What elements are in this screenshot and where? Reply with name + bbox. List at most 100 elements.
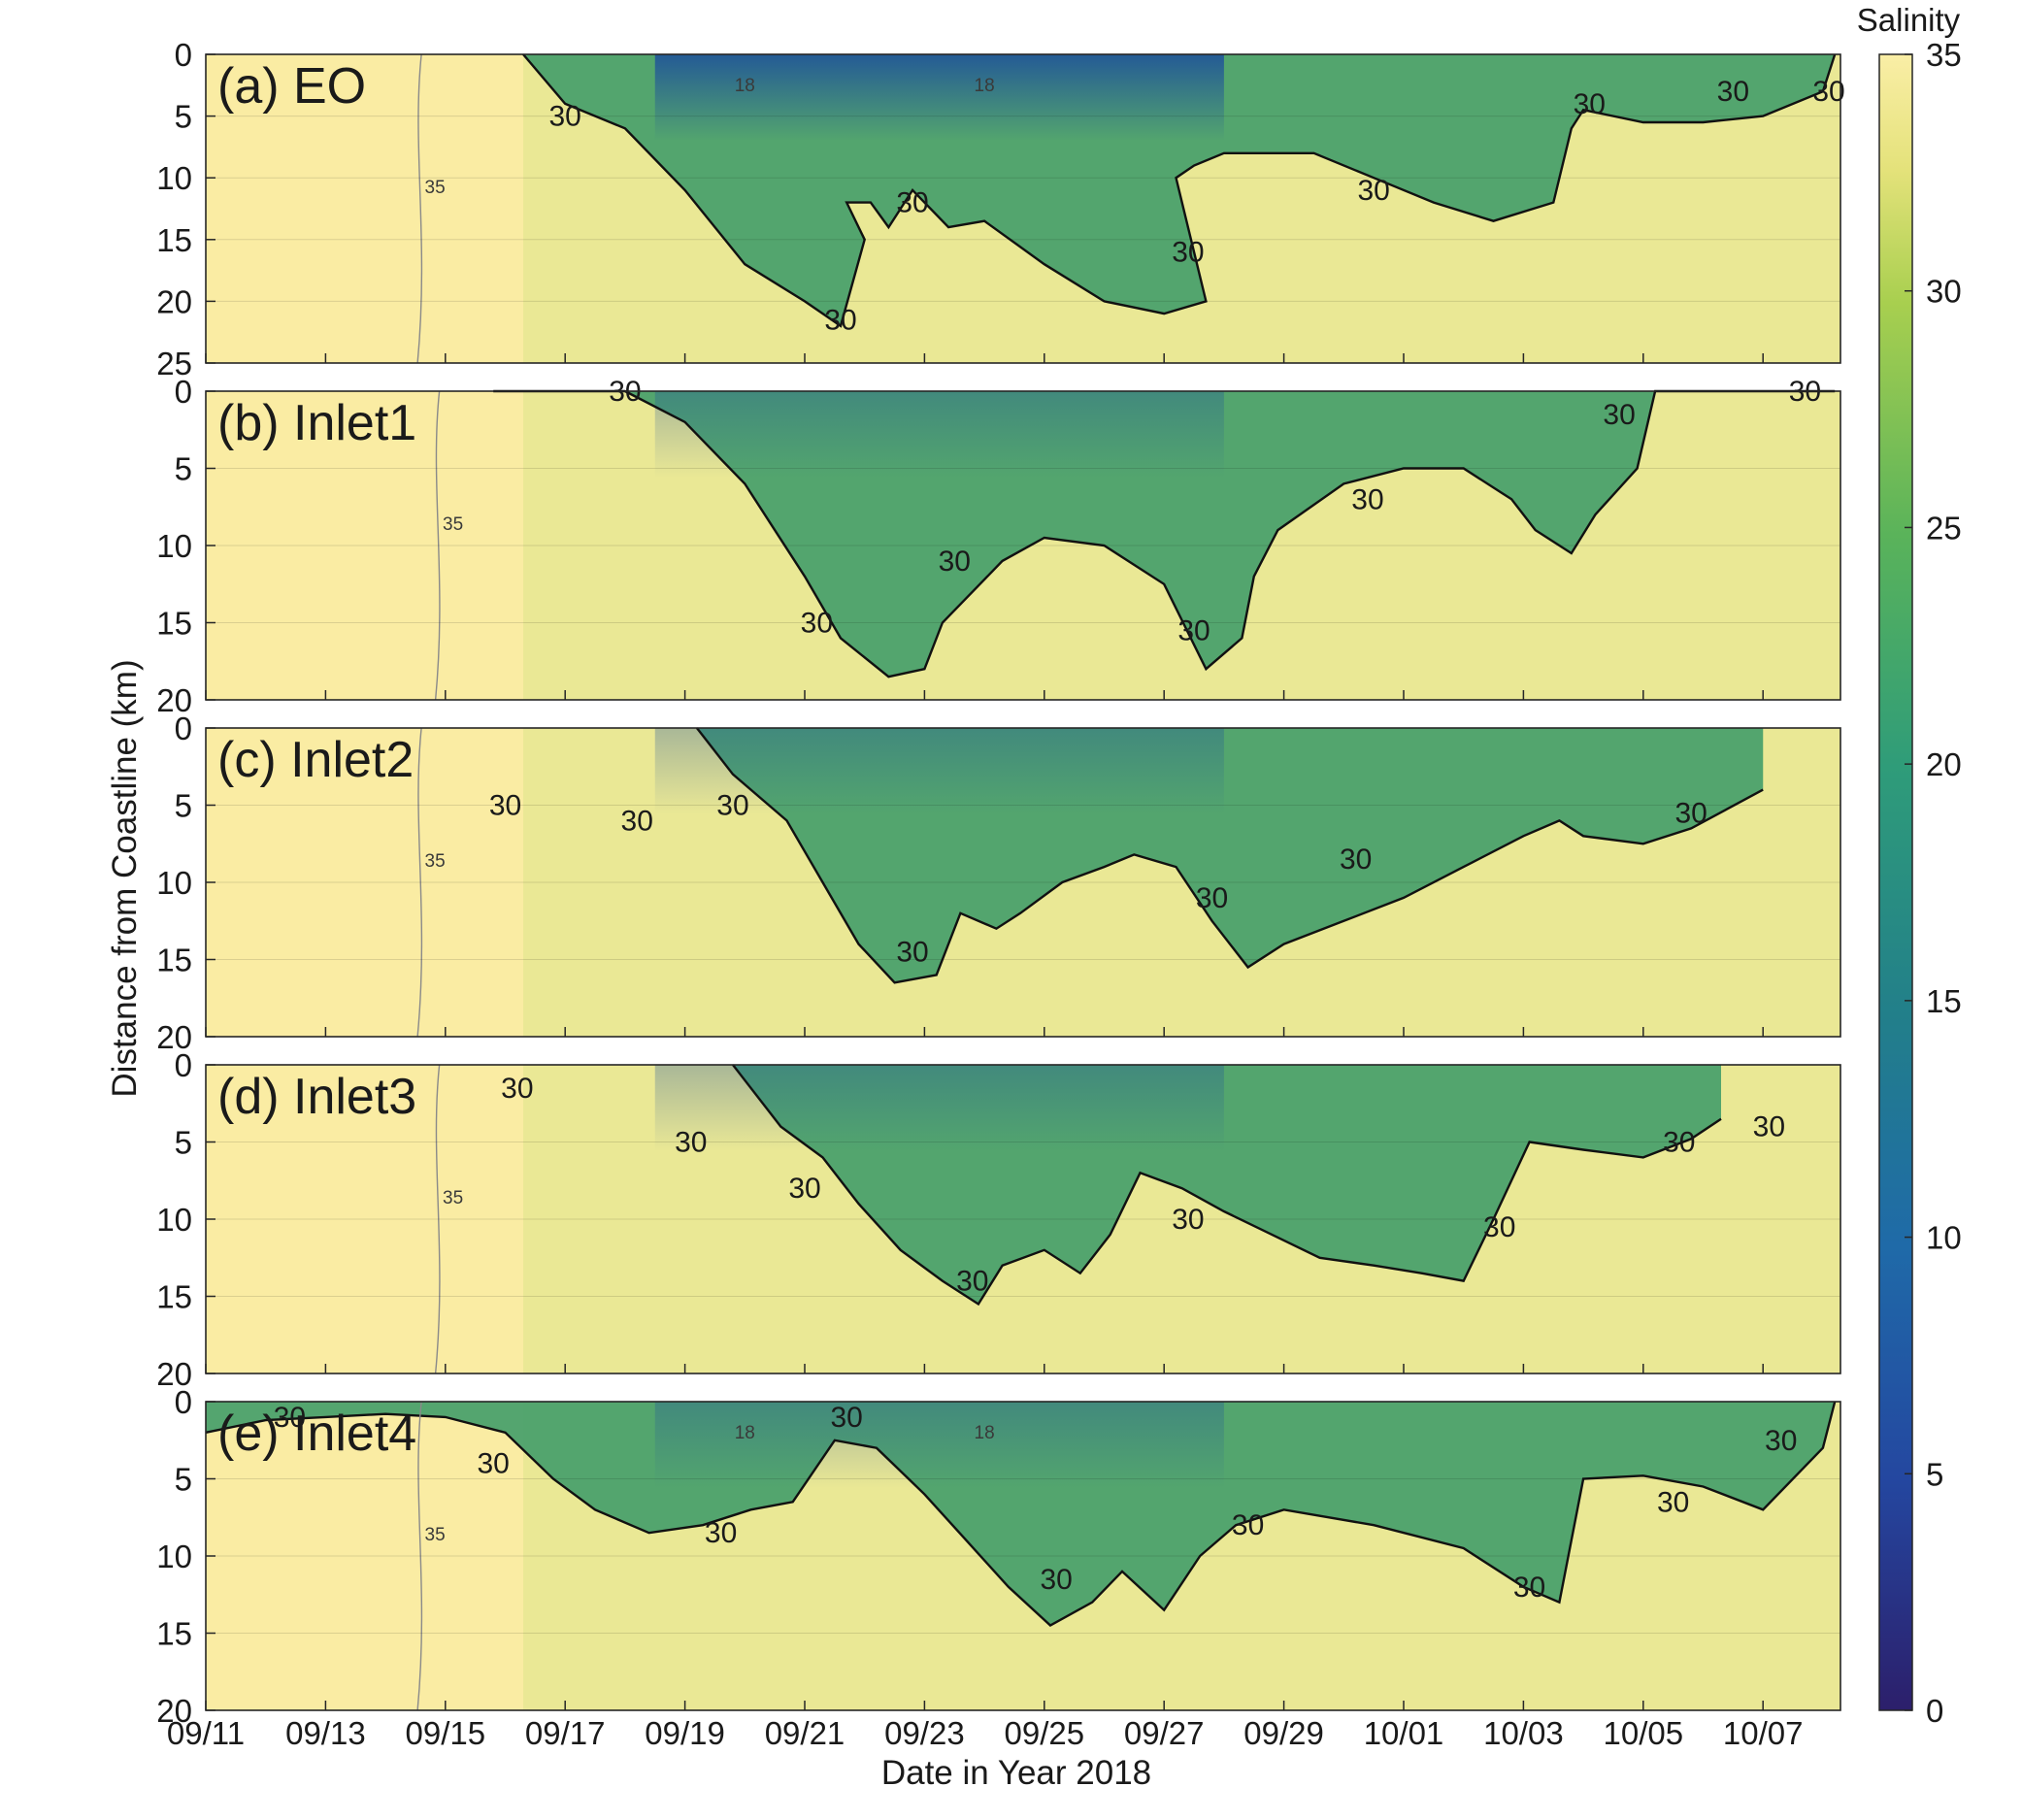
colorbar-tick-label: 30 (1926, 274, 1962, 310)
x-tick-label: 09/17 (525, 1715, 606, 1751)
contour-label-30: 30 (274, 1402, 306, 1434)
panel-title: (b) Inlet1 (217, 395, 416, 451)
contour-label-30: 30 (1357, 175, 1389, 207)
contour-label-30: 30 (675, 1127, 707, 1159)
x-tick-label: 10/01 (1364, 1715, 1444, 1751)
x-tick-label: 09/27 (1124, 1715, 1205, 1751)
y-tick-label: 15 (156, 1616, 192, 1652)
y-tick-label: 0 (175, 37, 192, 73)
y-tick-label: 0 (175, 711, 192, 746)
contour-35 (416, 1401, 423, 1711)
x-tick-label: 10/05 (1604, 1715, 1684, 1751)
panel-frame (205, 390, 1841, 701)
y-tick-label: 5 (175, 1462, 192, 1498)
contour-label-30: 30 (501, 1073, 533, 1105)
contour-label-30: 30 (1340, 844, 1372, 876)
panel-title: (a) EO (217, 58, 366, 115)
plume-core (206, 1402, 1836, 1626)
contour-label-30: 30 (831, 1402, 863, 1434)
panel-frame (205, 1401, 1841, 1711)
contour-label-30: 30 (489, 790, 521, 822)
y-tick-label: 10 (156, 528, 192, 564)
contour-35 (434, 1064, 441, 1374)
contour-label-30: 30 (1483, 1211, 1515, 1243)
x-tick-label: 09/23 (884, 1715, 965, 1751)
panel-title: (d) Inlet3 (217, 1069, 416, 1125)
y-tick-label: 0 (175, 1047, 192, 1083)
contour-label-30: 30 (1196, 882, 1228, 914)
contour-label-30: 30 (1351, 483, 1383, 515)
contour-label-30: 30 (1753, 1111, 1785, 1143)
contour-30 (493, 389, 1836, 678)
contour-label-30: 30 (801, 608, 833, 640)
contour-label-30: 30 (824, 304, 856, 336)
x-tick-label: 10/07 (1723, 1715, 1804, 1751)
contour-label-18: 18 (735, 76, 755, 96)
x-tick-label: 10/03 (1483, 1715, 1564, 1751)
panel-frame (205, 53, 1841, 364)
y-tick-label: 10 (156, 1539, 192, 1574)
contour-label-35: 35 (443, 1188, 463, 1208)
surface-fresh-layer (654, 1065, 1224, 1152)
colorbar-title: Salinity (1857, 2, 1961, 38)
y-tick-label: 10 (156, 865, 192, 901)
colorbar-tick-label: 15 (1926, 983, 1962, 1019)
contour-label-30: 30 (705, 1517, 737, 1549)
contour-30 (732, 1064, 1722, 1307)
contour-label-30: 30 (1172, 1204, 1204, 1236)
contour-label-30: 30 (549, 101, 581, 133)
y-tick-label: 5 (175, 1125, 192, 1161)
y-tick-label: 5 (175, 451, 192, 487)
surface-fresh-layer (654, 1402, 1224, 1489)
y-tick-label: 15 (156, 943, 192, 978)
y-tick-label: 15 (156, 606, 192, 642)
y-tick-label: 5 (175, 99, 192, 135)
contour-label-30: 30 (1657, 1486, 1689, 1518)
contour-label-30: 30 (716, 790, 748, 822)
contour-35 (416, 727, 423, 1038)
contour-label-18: 18 (975, 76, 995, 96)
y-tick-label: 15 (156, 1279, 192, 1315)
contour-35 (416, 53, 423, 364)
colorbar-tick-label: 0 (1926, 1693, 1943, 1729)
contour-label-30: 30 (1513, 1572, 1545, 1604)
contour-35 (434, 390, 441, 701)
panel-1: 30 30 30 30 30 30 30 30 35 18 18 0 5 10 15 20 25 (a) EO (156, 37, 1844, 381)
y-tick-label: 10 (156, 1202, 192, 1238)
x-tick-label: 09/13 (285, 1715, 366, 1751)
x-tick-label: 09/19 (645, 1715, 725, 1751)
y-tick-label: 0 (175, 374, 192, 410)
panel-frame (205, 1064, 1841, 1374)
surface-fresh-layer (654, 391, 1224, 479)
y-tick-label: 20 (156, 682, 192, 718)
contour-label-30: 30 (1765, 1425, 1797, 1457)
colorbar-tick-label: 10 (1926, 1220, 1962, 1256)
contour-label-30: 30 (1674, 797, 1707, 829)
contour-label-35: 35 (425, 851, 446, 872)
contour-label-30: 30 (477, 1448, 509, 1480)
colorbar-ticks: 0 5 10 15 20 25 30 35 (1905, 37, 1962, 1729)
contour-label-30: 30 (896, 937, 928, 969)
contour-label-35: 35 (443, 514, 463, 535)
contour-label-30: 30 (1812, 76, 1844, 108)
panel-title: (e) Inlet4 (217, 1406, 416, 1462)
surface-fresh-layer (654, 728, 1224, 815)
contour-30 (695, 727, 1764, 984)
x-tick-label: 09/21 (765, 1715, 845, 1751)
contour-label-30: 30 (896, 187, 928, 219)
plume-fill (206, 1402, 1836, 1626)
contour-label-30: 30 (956, 1266, 988, 1298)
contour-label-18: 18 (975, 1423, 995, 1443)
contour-label-18: 18 (735, 1423, 755, 1443)
surface-fresh-layer (654, 54, 1224, 142)
x-tick-labels: 09/11 09/13 09/15 09/17 09/19 09/21 09/23 09/25… (167, 1715, 1804, 1751)
contour-label-30: 30 (1040, 1564, 1072, 1596)
panel-3: 30 30 30 30 30 30 30 35 0 5 10 15 20 (c) Inlet2 (156, 711, 1841, 1055)
contour-label-30: 30 (1717, 76, 1749, 108)
x-tick-label: 09/29 (1243, 1715, 1324, 1751)
contour-30 (522, 53, 1837, 328)
colorbar-tick-label: 20 (1926, 746, 1962, 782)
